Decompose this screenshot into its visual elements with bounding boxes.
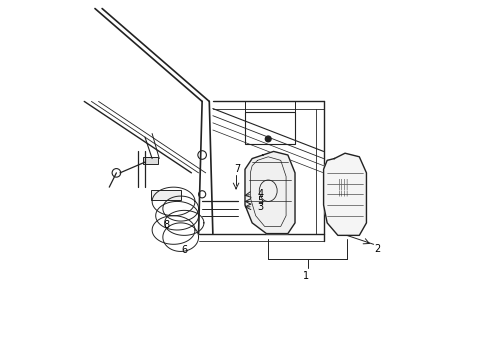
Text: 5: 5 — [258, 197, 264, 206]
Text: 6: 6 — [181, 245, 187, 255]
Polygon shape — [323, 153, 367, 235]
Text: 2: 2 — [374, 244, 381, 253]
Text: 8: 8 — [163, 220, 170, 230]
Text: 3: 3 — [258, 202, 264, 212]
FancyBboxPatch shape — [143, 157, 158, 164]
Text: 7: 7 — [234, 163, 240, 174]
Polygon shape — [245, 152, 295, 234]
Text: 1: 1 — [303, 271, 310, 281]
Circle shape — [266, 136, 271, 142]
Text: 4: 4 — [258, 189, 264, 199]
FancyBboxPatch shape — [151, 190, 181, 201]
Text: ||||
||||
||||: |||| |||| |||| — [338, 178, 349, 196]
